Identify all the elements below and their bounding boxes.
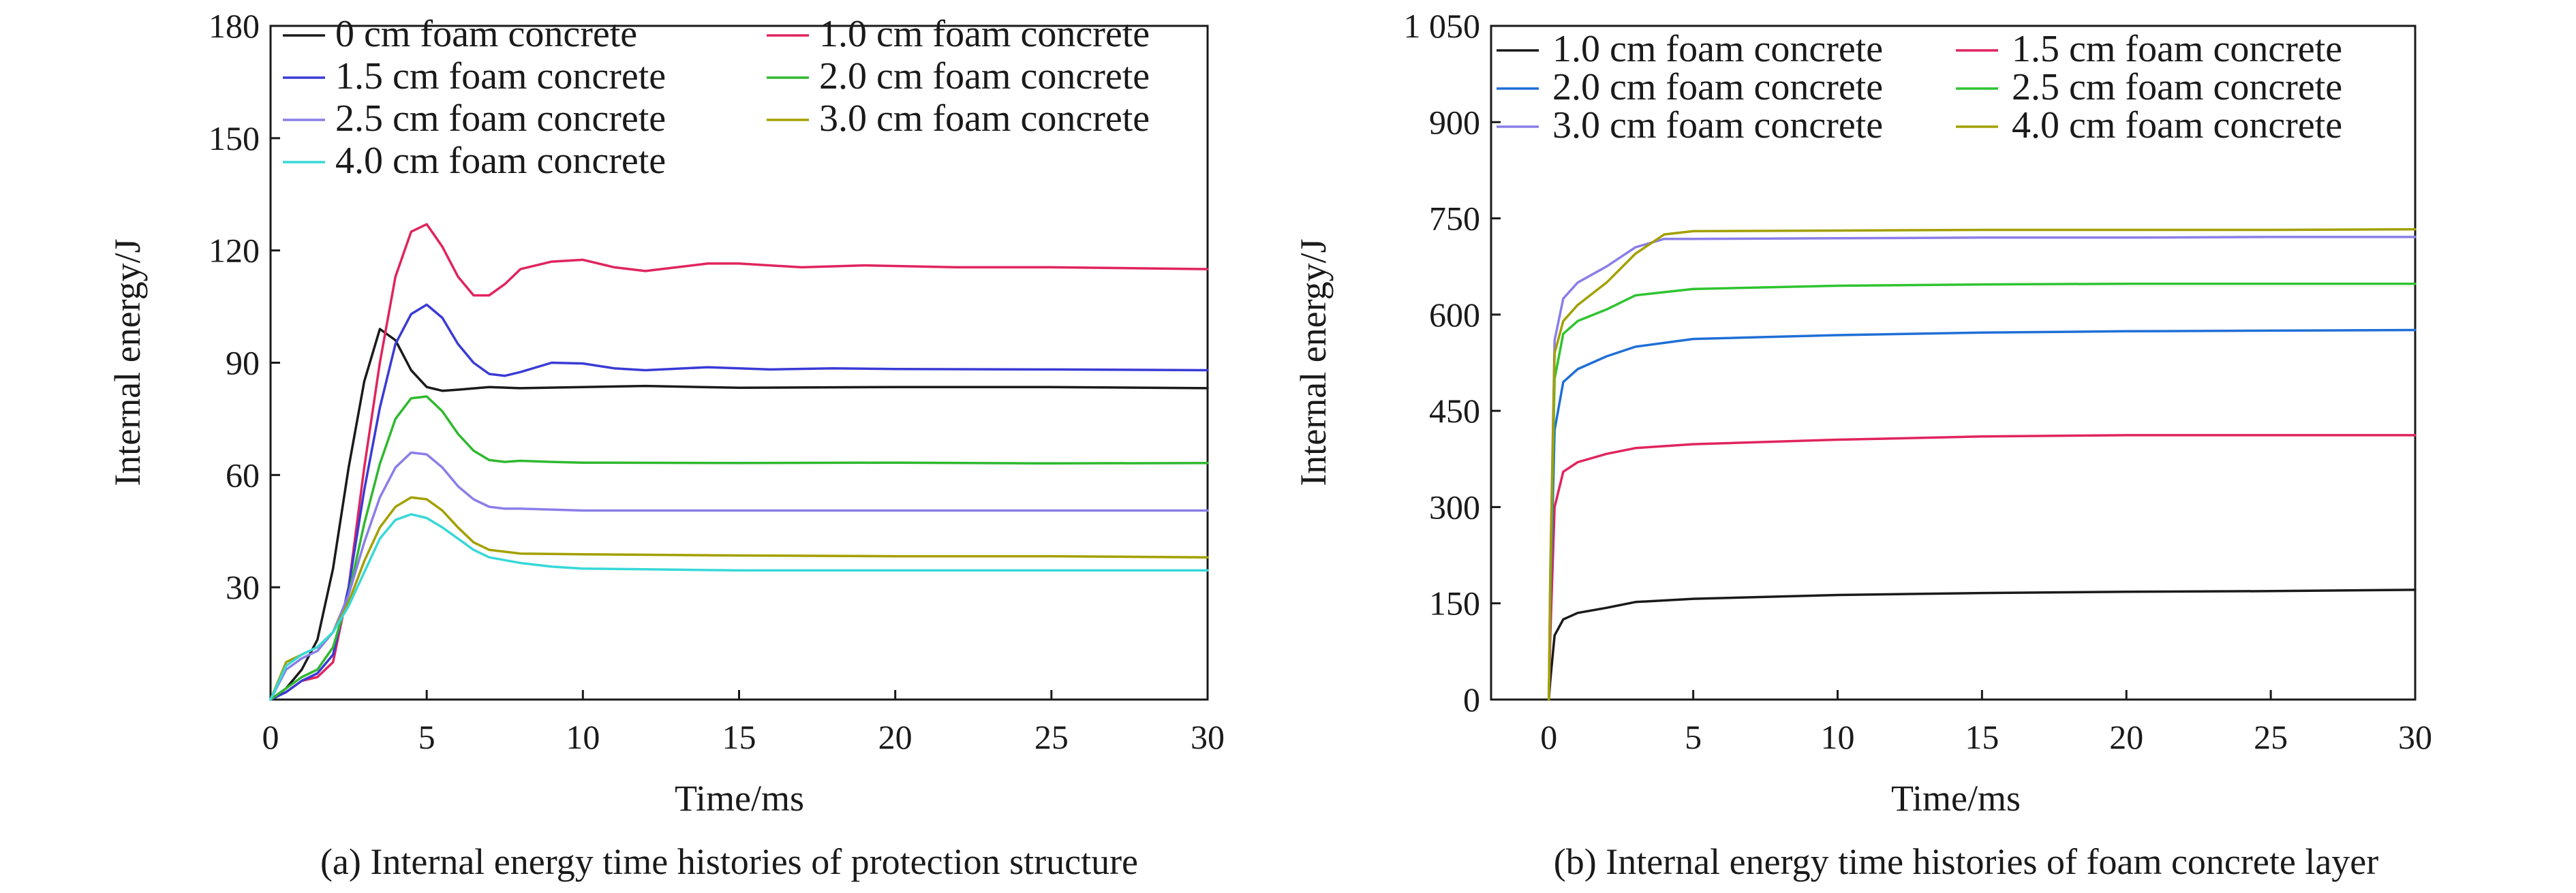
chart-a-y-tick-label: 120 <box>209 232 260 270</box>
chart-a-y-tick-label: 30 <box>226 568 260 606</box>
chart-b-series-line <box>1548 434 2417 701</box>
chart-b-legend-label: 1.0 cm foam concrete <box>1552 28 1883 70</box>
chart-b-x-axis-title: Time/ms <box>1891 778 2021 819</box>
chart-b-y-tick-label: 900 <box>1429 103 1480 141</box>
chart-b-legend-label: 2.5 cm foam concrete <box>2012 66 2342 108</box>
chart-a-legend-label: 0 cm foam concrete <box>335 13 637 55</box>
chart-a-series-line <box>269 395 1209 701</box>
chart-b-y-tick-label: 600 <box>1429 296 1480 334</box>
chart-a-series-line <box>269 328 1209 701</box>
chart-a-y-tick-label: 90 <box>226 344 260 382</box>
chart-b-series-line <box>1548 236 2417 701</box>
chart-a-legend-label: 1.5 cm foam concrete <box>335 55 666 97</box>
chart-b-x-tick-label: 15 <box>1965 718 1999 756</box>
chart-a-legend-label: 2.5 cm foam concrete <box>335 97 666 140</box>
caption-b: (b) Internal energy time histories of fo… <box>1554 841 2379 882</box>
chart-b-x-tick-label: 10 <box>1821 718 1855 756</box>
chart-b-x-tick-label: 25 <box>2254 718 2288 756</box>
chart-b-legend-label: 4.0 cm foam concrete <box>2012 104 2342 146</box>
chart-b-y-tick-label: 1 050 <box>1404 7 1481 45</box>
chart-a-series-line <box>269 451 1209 701</box>
chart-b-series-line <box>1548 228 2417 701</box>
chart-a-x-tick-label: 30 <box>1191 718 1225 756</box>
chart-a-series-line <box>269 303 1209 701</box>
chart-a-y-tick-label: 60 <box>226 456 260 494</box>
chart-b-legend-label: 3.0 cm foam concrete <box>1552 104 1883 146</box>
chart-b-series-line <box>1548 282 2417 701</box>
chart-b-y-tick-label: 0 <box>1463 680 1480 719</box>
caption-a: (a) Internal energy time histories of pr… <box>320 841 1138 882</box>
chart-a-x-tick-label: 15 <box>722 718 756 756</box>
chart-b-x-tick-label: 0 <box>1540 718 1557 756</box>
chart-a-legend-label: 4.0 cm foam concrete <box>335 140 666 182</box>
chart-a-series-line <box>269 496 1209 701</box>
chart-b-y-tick-label: 150 <box>1429 584 1480 623</box>
chart-b-plot-frame <box>1490 25 2417 701</box>
chart-a-x-axis-title: Time/ms <box>675 778 804 819</box>
chart-a-y-axis-title: Internal energy/J <box>107 238 148 486</box>
chart-a-legend-label: 2.0 cm foam concrete <box>819 55 1150 97</box>
chart-a-x-tick-label: 25 <box>1034 718 1069 756</box>
chart-b-legend-label: 1.5 cm foam concrete <box>2012 28 2342 70</box>
chart-b-y-tick-label: 750 <box>1429 200 1480 238</box>
chart-b-y-tick-label: 300 <box>1429 488 1480 526</box>
chart-b-x-tick-label: 5 <box>1685 718 1702 756</box>
chart-a-legend-label: 1.0 cm foam concrete <box>819 13 1150 55</box>
chart-b-series-line <box>1548 328 2417 701</box>
chart-b-x-tick-label: 20 <box>2109 718 2143 756</box>
chart-a-x-tick-label: 0 <box>262 718 279 756</box>
chart-a-legend-label: 3.0 cm foam concrete <box>819 97 1150 140</box>
chart-b-y-tick-label: 450 <box>1429 392 1480 430</box>
chart-a-series-line <box>269 513 1209 701</box>
chart-a-y-tick-label: 150 <box>209 119 260 157</box>
chart-b-series-line <box>1548 589 2417 701</box>
chart-b-legend-label: 2.0 cm foam concrete <box>1552 66 1883 108</box>
chart-b-x-tick-label: 30 <box>2398 718 2432 756</box>
chart-a: 0 5 10 15 20 25 30 30 60 90 120 150 180 0 cm foam con… <box>107 7 1225 819</box>
chart-a-x-tick-label: 10 <box>566 718 600 756</box>
chart-b-y-axis-title: Internal energy/J <box>1293 238 1334 486</box>
chart-a-x-tick-label: 20 <box>878 718 913 756</box>
chart-a-y-tick-label: 180 <box>209 7 260 45</box>
chart-a-x-tick-label: 5 <box>418 718 435 756</box>
